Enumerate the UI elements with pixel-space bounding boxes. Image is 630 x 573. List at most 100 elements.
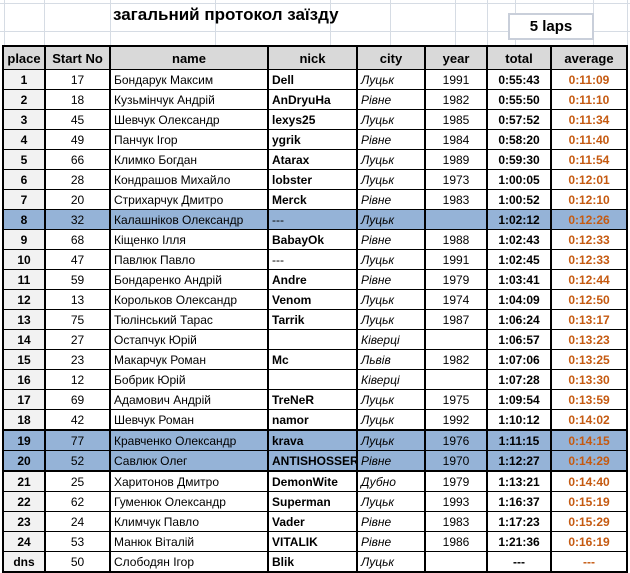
- cell-total[interactable]: 1:17:23: [486, 511, 552, 532]
- table-row[interactable]: 5 66 Климко Богдан Atarax Луцьк 1989 0:5…: [2, 149, 628, 170]
- cell-name[interactable]: Панчук Ігор: [109, 129, 269, 150]
- cell-total[interactable]: 1:06:24: [486, 309, 552, 330]
- cell-start-no[interactable]: 28: [44, 169, 111, 190]
- cell-year[interactable]: 1973: [424, 169, 488, 190]
- cell-average[interactable]: 0:15:19: [550, 491, 628, 512]
- cell-place[interactable]: 19: [2, 429, 46, 451]
- cell-average[interactable]: 0:11:40: [550, 129, 628, 150]
- cell-start-no[interactable]: 25: [44, 470, 111, 492]
- cell-nick[interactable]: lobster: [267, 169, 358, 190]
- cell-year[interactable]: 1991: [424, 249, 488, 270]
- cell-city[interactable]: Луцьк: [356, 491, 426, 512]
- cell-city[interactable]: Рівне: [356, 511, 426, 532]
- cell-city[interactable]: Луцьк: [356, 429, 426, 451]
- cell-total[interactable]: 1:07:06: [486, 349, 552, 370]
- cell-city[interactable]: Луцьк: [356, 409, 426, 431]
- cell-year[interactable]: 1974: [424, 289, 488, 310]
- cell-nick[interactable]: DemonWite: [267, 470, 358, 492]
- cell-total[interactable]: 0:55:43: [486, 69, 552, 90]
- cell-city[interactable]: Рівне: [356, 531, 426, 552]
- cell-average[interactable]: 0:14:15: [550, 429, 628, 451]
- cell-start-no[interactable]: 47: [44, 249, 111, 270]
- table-row[interactable]: 8 32 Калашніков Олександр --- Луцьк 1:02…: [2, 209, 628, 230]
- cell-place[interactable]: 16: [2, 369, 46, 390]
- cell-average[interactable]: 0:12:44: [550, 269, 628, 290]
- cell-year[interactable]: 1983: [424, 511, 488, 532]
- cell-start-no[interactable]: 23: [44, 349, 111, 370]
- cell-total[interactable]: 0:58:20: [486, 129, 552, 150]
- cell-place[interactable]: 17: [2, 389, 46, 410]
- cell-nick[interactable]: VITALIK: [267, 531, 358, 552]
- cell-nick[interactable]: TreNeR: [267, 389, 358, 410]
- cell-place[interactable]: 2: [2, 89, 46, 110]
- cell-start-no[interactable]: 52: [44, 450, 111, 472]
- table-row[interactable]: 1 17 Бондарук Максим Dell Луцьк 1991 0:5…: [2, 69, 628, 90]
- cell-year[interactable]: 1970: [424, 450, 488, 472]
- cell-average[interactable]: 0:12:10: [550, 189, 628, 210]
- cell-city[interactable]: Рівне: [356, 269, 426, 290]
- cell-name[interactable]: Шевчук Роман: [109, 409, 269, 431]
- cell-start-no[interactable]: 18: [44, 89, 111, 110]
- cell-name[interactable]: Калашніков Олександр: [109, 209, 269, 230]
- cell-name[interactable]: Савлюк Олег: [109, 450, 269, 472]
- cell-city[interactable]: Луцьк: [356, 169, 426, 190]
- cell-average[interactable]: 0:13:30: [550, 369, 628, 390]
- cell-start-no[interactable]: 45: [44, 109, 111, 130]
- cell-place[interactable]: 12: [2, 289, 46, 310]
- cell-total[interactable]: 1:04:09: [486, 289, 552, 310]
- col-header-name[interactable]: name: [109, 45, 269, 70]
- cell-year[interactable]: [424, 329, 488, 350]
- cell-place[interactable]: 5: [2, 149, 46, 170]
- cell-year[interactable]: 1983: [424, 189, 488, 210]
- cell-name[interactable]: Бондарук Максим: [109, 69, 269, 90]
- table-row[interactable]: 24 53 Манюк Віталій VITALIK Рівне 1986 1…: [2, 531, 628, 552]
- cell-name[interactable]: Кузьмінчук Андрій: [109, 89, 269, 110]
- cell-name[interactable]: Корольков Олександр: [109, 289, 269, 310]
- cell-average[interactable]: 0:11:34: [550, 109, 628, 130]
- cell-nick[interactable]: lexys25: [267, 109, 358, 130]
- cell-city[interactable]: Луцьк: [356, 109, 426, 130]
- col-header-place[interactable]: place: [2, 45, 46, 70]
- cell-average[interactable]: 0:13:17: [550, 309, 628, 330]
- table-row[interactable]: 3 45 Шевчук Олександр lexys25 Луцьк 1985…: [2, 109, 628, 130]
- cell-name[interactable]: Павлюк Павло: [109, 249, 269, 270]
- cell-nick[interactable]: ---: [267, 209, 358, 230]
- cell-name[interactable]: Климчук Павло: [109, 511, 269, 532]
- cell-name[interactable]: Адамович Андрій: [109, 389, 269, 410]
- cell-name[interactable]: Харитонов Дмитро: [109, 470, 269, 492]
- cell-nick[interactable]: Merck: [267, 189, 358, 210]
- cell-total[interactable]: 1:02:45: [486, 249, 552, 270]
- cell-nick[interactable]: krava: [267, 429, 358, 451]
- cell-name[interactable]: Стрихарчук Дмитро: [109, 189, 269, 210]
- cell-name[interactable]: Тюлінський Тарас: [109, 309, 269, 330]
- cell-start-no[interactable]: 68: [44, 229, 111, 250]
- cell-city[interactable]: Рівне: [356, 189, 426, 210]
- cell-total[interactable]: 1:11:15: [486, 429, 552, 451]
- cell-total[interactable]: 1:13:21: [486, 470, 552, 492]
- cell-place[interactable]: 21: [2, 470, 46, 492]
- cell-start-no[interactable]: 66: [44, 149, 111, 170]
- cell-total[interactable]: 1:00:52: [486, 189, 552, 210]
- cell-average[interactable]: 0:11:10: [550, 89, 628, 110]
- cell-place[interactable]: dns: [2, 551, 46, 573]
- cell-average[interactable]: 0:12:26: [550, 209, 628, 230]
- cell-start-no[interactable]: 53: [44, 531, 111, 552]
- cell-total[interactable]: 1:02:12: [486, 209, 552, 230]
- cell-place[interactable]: 6: [2, 169, 46, 190]
- cell-average[interactable]: 0:15:29: [550, 511, 628, 532]
- cell-year[interactable]: 1989: [424, 149, 488, 170]
- cell-average[interactable]: 0:11:09: [550, 69, 628, 90]
- col-header-year[interactable]: year: [424, 45, 488, 70]
- cell-nick[interactable]: ---: [267, 249, 358, 270]
- cell-year[interactable]: 1976: [424, 429, 488, 451]
- table-row[interactable]: 2 18 Кузьмінчук Андрій AnDryuHa Рівне 19…: [2, 89, 628, 110]
- cell-average[interactable]: 0:12:33: [550, 249, 628, 270]
- table-row[interactable]: 12 13 Корольков Олександр Venom Луцьк 19…: [2, 289, 628, 310]
- cell-start-no[interactable]: 69: [44, 389, 111, 410]
- table-row[interactable]: 4 49 Панчук Ігор ygrik Рівне 1984 0:58:2…: [2, 129, 628, 150]
- cell-city[interactable]: Львів: [356, 349, 426, 370]
- cell-year[interactable]: 1985: [424, 109, 488, 130]
- cell-name[interactable]: Кондрашов Михайло: [109, 169, 269, 190]
- cell-city[interactable]: Ківерці: [356, 369, 426, 390]
- cell-start-no[interactable]: 42: [44, 409, 111, 431]
